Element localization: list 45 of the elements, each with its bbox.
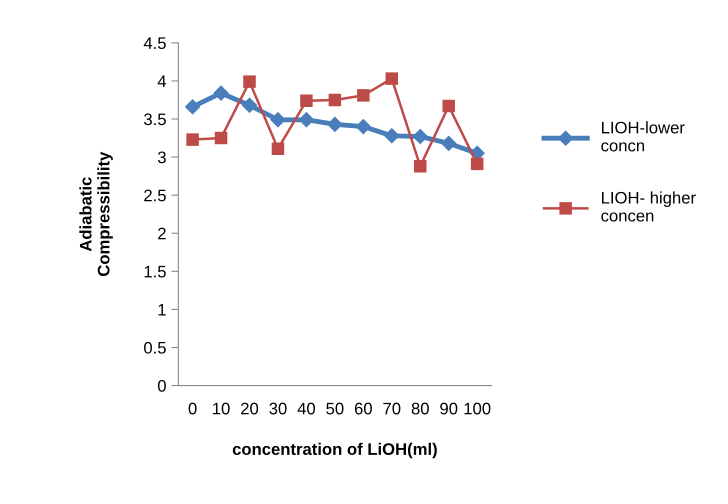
legend-label: LIOH- higher concen [601,191,696,222]
x-tick-label: 80 [412,402,429,414]
point [441,136,456,151]
y-tick-label: 3 [158,151,166,164]
point [384,128,400,144]
point [328,94,342,106]
point [300,94,313,107]
point [186,133,199,146]
y-tick-label: 1.5 [144,266,166,278]
x-tick-label: 20 [241,402,258,414]
y-tick-label: 0.5 [144,342,166,354]
x-tick-label: 90 [440,402,458,414]
point [213,86,229,101]
point [442,100,455,112]
point [414,160,427,172]
point [272,142,284,155]
point [386,72,398,85]
point [412,128,428,144]
y-tick-label: 0 [158,380,166,392]
y-tick-label: 2 [158,228,166,240]
x-tick-label: 100 [464,402,490,414]
y-tick-label: 2.5 [144,190,166,202]
legend-label: LIOH-lower concn [601,121,685,152]
point [214,132,228,144]
x-tick-label: 30 [269,402,287,414]
x-tick-label: 10 [213,402,230,414]
y-tick-label: 3.5 [144,113,166,126]
x-tick-label: 40 [298,402,316,414]
point [298,112,314,128]
x-tick-label: 60 [354,402,372,414]
point [327,116,342,132]
point [357,89,370,102]
point [185,99,200,114]
x-tick-label: 70 [383,402,400,414]
y-axis-title: Adiabatic Compressibility [79,152,113,276]
x-tick-label: 50 [326,402,344,414]
point [470,158,484,170]
y-tick-label: 1 [158,304,166,316]
point [243,75,256,88]
x-axis-title: concentration of LiOH(ml) [232,442,437,458]
y-tick-label: 4 [158,75,166,87]
point [242,98,258,113]
y-tick-label: 4.5 [144,37,166,50]
point [356,119,371,134]
x-tick-label: 0 [188,402,197,414]
